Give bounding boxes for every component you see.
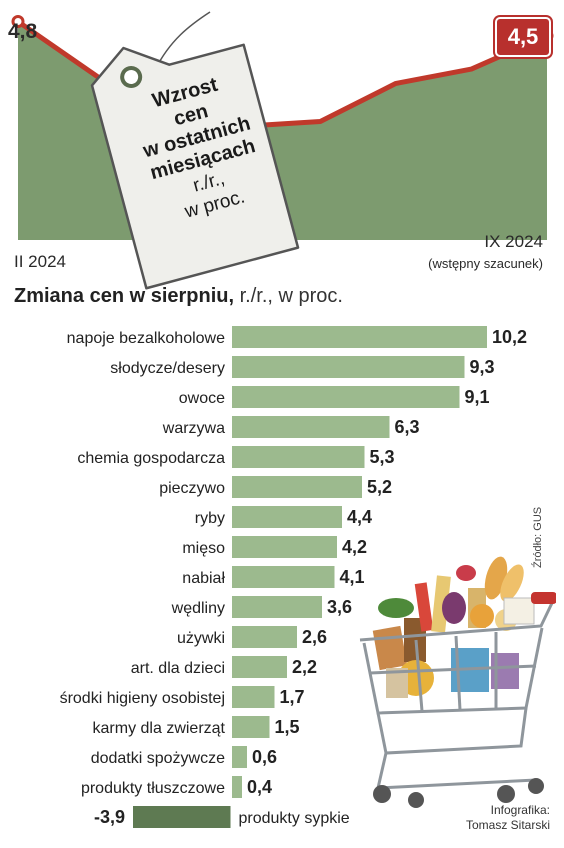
bar-category-label: używki: [177, 630, 225, 647]
bar-category-label: owoce: [179, 390, 225, 407]
source-note: Źródło: GUS: [532, 506, 544, 568]
bar-5: [232, 446, 365, 468]
tag-shape: [90, 43, 300, 290]
credit-line: Infografika:: [490, 803, 550, 817]
trend-chart: [11, 11, 554, 290]
bar-category-label: ryby: [195, 510, 225, 527]
bar-1: [232, 326, 487, 348]
bar-value-label: 5,3: [370, 447, 395, 467]
trend-end-value-badge: 4,5: [495, 17, 551, 57]
cart-frame: [359, 602, 554, 790]
bar-category-label: słodycze/desery: [110, 360, 225, 377]
bar-category-label: produkty sypkie: [239, 810, 350, 827]
trend-end-label: IX 2024: [484, 232, 543, 251]
bar-value-label: 0,6: [252, 747, 277, 767]
bar-category-label: produkty tłuszczowe: [81, 780, 225, 797]
bar-category-label: pieczywo: [159, 480, 225, 497]
bar-value-label: 10,2: [492, 327, 527, 347]
bar-16: [232, 776, 242, 798]
bar-value-label: 2,6: [302, 627, 327, 647]
price-tag: [90, 11, 300, 290]
trend-start-dot: [11, 15, 25, 29]
bar-category-label: dodatki spożywcze: [91, 750, 225, 767]
bar-category-label: art. dla dzieci: [131, 660, 225, 677]
bar-9: [232, 566, 335, 588]
bar-17: [133, 806, 231, 828]
trend-start-label: II 2024: [14, 252, 66, 271]
credit-note: Infografika: Tomasz Sitarski: [466, 803, 550, 833]
bar-chart-title-main: Zmiana cen w sierpniu,: [14, 285, 235, 307]
bar-15: [232, 746, 247, 768]
bar-value-label: 2,2: [292, 657, 317, 677]
bar-2: [232, 356, 465, 378]
cart-groceries: [372, 556, 535, 698]
bar-8: [232, 536, 337, 558]
bar-value-label: 9,1: [465, 387, 490, 407]
bar-value-label: 1,7: [280, 687, 305, 707]
bar-category-label: nabiał: [182, 570, 225, 587]
bar-chart: 10,2 napoje bezalkoholowe 9,3 słodycze/dese…: [60, 326, 527, 828]
bar-category-label: środki higieny osobistej: [60, 690, 225, 707]
bar-7: [232, 506, 342, 528]
cart-handle: [531, 592, 556, 604]
shopping-cart-icon: [359, 556, 556, 808]
bar-4: [232, 416, 390, 438]
bar-6: [232, 476, 362, 498]
bar-chart-title-unit: r./r., w proc.: [234, 285, 343, 307]
bar-13: [232, 686, 275, 708]
bar-category-label: wędliny: [171, 600, 225, 617]
bar-3: [232, 386, 460, 408]
bar-10: [232, 596, 322, 618]
cart-wheels: [373, 778, 544, 808]
bar-value-label: 6,3: [395, 417, 420, 437]
bar-11: [232, 626, 297, 648]
bar-12: [232, 656, 287, 678]
bar-category-label: mięso: [182, 540, 225, 557]
bar-value-label: 1,5: [275, 717, 300, 737]
bar-value-label: 5,2: [367, 477, 392, 497]
bar-category-label: chemia gospodarcza: [77, 450, 225, 467]
bar-value-label: 4,1: [340, 567, 365, 587]
bar-value-label: 3,6: [327, 597, 352, 617]
tag-hole: [120, 65, 143, 88]
bar-chart-title: Zmiana cen w sierpniu, r./r., w proc.: [14, 285, 343, 308]
trend-start-value: 4,8: [8, 20, 38, 43]
bar-value-label: 0,4: [247, 777, 272, 797]
bar-value-label: 9,3: [470, 357, 495, 377]
credit-line: Tomasz Sitarski: [465, 818, 550, 832]
bar-category-label: napoje bezalkoholowe: [67, 330, 225, 347]
bar-14: [232, 716, 270, 738]
trend-end-note: (wstępny szacunek): [428, 256, 543, 271]
bar-category-label: warzywa: [162, 420, 225, 437]
bar-value-label: -3,9: [94, 807, 125, 827]
bar-value-label: 4,2: [342, 537, 367, 557]
bar-value-label: 4,4: [347, 507, 372, 527]
bar-category-label: karmy dla zwierząt: [93, 720, 226, 737]
